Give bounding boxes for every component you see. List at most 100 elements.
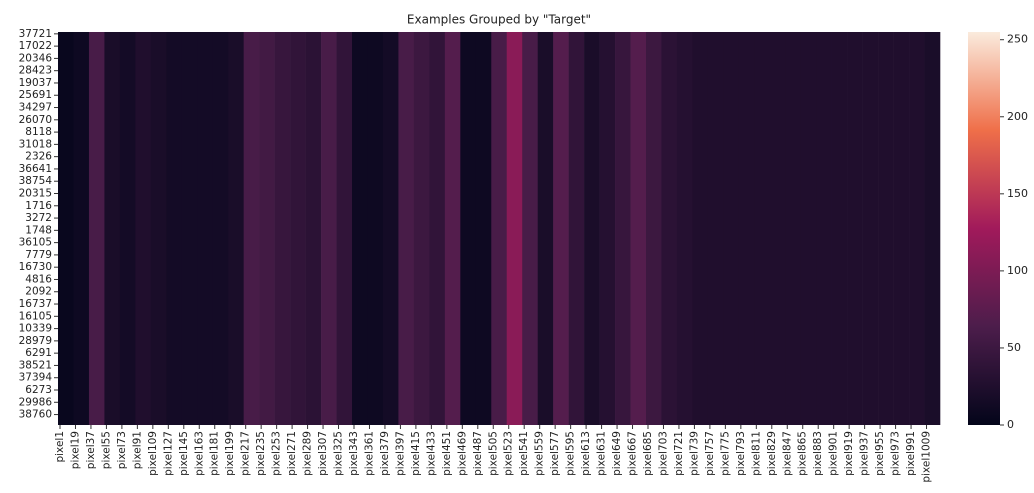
heat-column [553, 32, 569, 425]
x-tick-label: pixel523 [503, 431, 515, 476]
heat-column [909, 32, 925, 425]
heat-column [398, 32, 415, 425]
x-tick-label: pixel91 [131, 431, 143, 469]
x-tick-label: pixel847 [781, 431, 793, 476]
y-tick-label: 38754 [19, 175, 53, 187]
x-tick-label: pixel811 [750, 431, 762, 476]
heat-column [104, 32, 121, 425]
heat-column [692, 32, 709, 425]
y-tick-label: 37721 [19, 28, 52, 40]
x-tick-label: pixel541 [518, 431, 530, 476]
x-tick-label: pixel901 [828, 431, 840, 476]
x-tick-label: pixel775 [719, 431, 731, 476]
heat-column [816, 32, 832, 425]
y-tick-label: 16737 [19, 298, 52, 310]
x-tick-label: pixel829 [766, 431, 778, 476]
heat-column [73, 32, 90, 425]
heat-column [537, 32, 554, 425]
heat-column [785, 32, 802, 425]
x-tick-label: pixel991 [905, 431, 917, 476]
chart-title: Examples Grouped by "Target" [407, 13, 591, 27]
heat-column [568, 32, 585, 425]
y-tick-label: 2092 [25, 286, 52, 298]
heat-column [707, 32, 724, 425]
y-tick-label: 34297 [19, 102, 52, 114]
x-tick-label: pixel559 [534, 431, 546, 476]
x-tick-label: pixel883 [812, 431, 824, 476]
heat-column [228, 32, 244, 425]
x-tick-label: pixel937 [859, 431, 871, 476]
heat-column [321, 32, 337, 425]
x-tick-label: pixel631 [596, 431, 608, 476]
y-tick-label: 26070 [19, 114, 52, 126]
heat-column [166, 32, 183, 425]
x-tick-label: pixel487 [472, 431, 484, 476]
y-tick-label: 29986 [19, 396, 53, 408]
heat-column [460, 32, 477, 425]
y-tick-label: 4816 [25, 273, 52, 285]
x-tick-label: pixel145 [178, 431, 190, 476]
x-tick-label: pixel235 [255, 431, 267, 476]
x-tick-label: pixel955 [874, 431, 886, 476]
x-tick-label: pixel127 [162, 431, 174, 476]
heat-column [475, 32, 492, 425]
heat-column [615, 32, 631, 425]
heat-column [259, 32, 275, 425]
heat-column [352, 32, 368, 425]
x-tick-label: pixel865 [797, 431, 809, 476]
x-tick-label: pixel649 [611, 431, 623, 476]
x-tick-label: pixel451 [441, 431, 453, 476]
y-tick-label: 20315 [19, 187, 52, 199]
x-tick-label: pixel397 [394, 431, 406, 476]
x-tick-label: pixel73 [116, 431, 128, 469]
heat-column [646, 32, 662, 425]
y-tick-label: 36641 [19, 163, 52, 175]
y-tick-label: 37394 [19, 372, 53, 384]
x-tick-label: pixel199 [224, 431, 236, 476]
heat-column [893, 32, 910, 425]
y-tick-label: 28979 [19, 335, 52, 347]
y-tick-label: 6273 [25, 384, 52, 396]
x-tick-label: pixel739 [688, 431, 700, 476]
heat-column [413, 32, 430, 425]
heat-column [491, 32, 508, 425]
colorbar [968, 32, 1000, 425]
x-tick-label: pixel361 [363, 431, 375, 476]
y-tick-label: 16730 [19, 261, 52, 273]
heat-column [274, 32, 291, 425]
heat-column [367, 32, 384, 425]
y-tick-label: 1748 [25, 224, 52, 236]
heat-column [522, 32, 538, 425]
heat-column [878, 32, 894, 425]
y-tick-label: 36105 [19, 237, 52, 249]
y-tick-label: 38521 [19, 359, 52, 371]
heat-column [444, 32, 461, 425]
heat-column [290, 32, 306, 425]
heat-column [243, 32, 260, 425]
heat-column [150, 32, 167, 425]
x-tick-label: pixel703 [657, 431, 669, 476]
x-tick-label: pixel919 [843, 431, 855, 476]
x-tick-label: pixel577 [549, 431, 561, 476]
x-tick-label: pixel271 [286, 431, 298, 476]
heat-column [584, 32, 600, 425]
x-tick-label: pixel109 [147, 431, 159, 476]
heat-column [506, 32, 523, 425]
heat-column [800, 32, 817, 425]
heat-column [676, 32, 693, 425]
y-tick-label: 20346 [19, 52, 53, 64]
heat-column [831, 32, 848, 425]
y-tick-label: 17022 [19, 40, 52, 52]
x-tick-label: pixel1009 [921, 431, 933, 483]
x-tick-label: pixel595 [565, 431, 577, 476]
x-tick-label: pixel37 [85, 431, 97, 469]
heat-column [336, 32, 353, 425]
x-tick-label: pixel19 [69, 431, 81, 469]
heat-column [135, 32, 152, 425]
heat-column [862, 32, 879, 425]
y-tick-label: 31018 [19, 138, 52, 150]
heat-column [769, 32, 786, 425]
y-tick-label: 2326 [25, 151, 52, 163]
heat-column [181, 32, 198, 425]
